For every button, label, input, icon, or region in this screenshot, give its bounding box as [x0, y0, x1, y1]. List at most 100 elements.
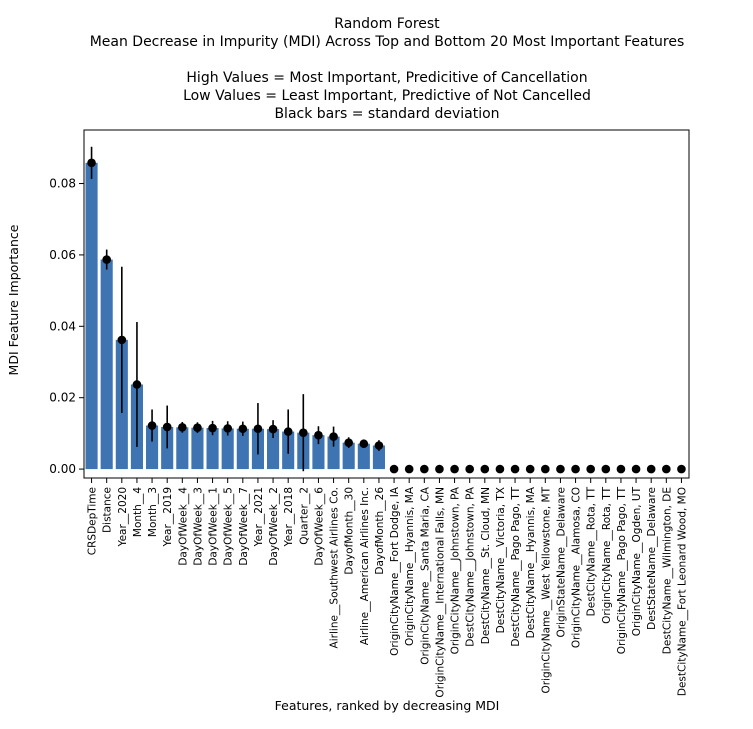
error-bar-marker: [571, 464, 580, 474]
error-bar-marker: [389, 464, 399, 474]
error-bar-marker: [238, 424, 248, 434]
title-line: Random Forest: [334, 16, 440, 32]
chart-title: Random Forest Mean Decrease in Impurity (…: [90, 16, 685, 122]
x-tick-label: Month__4: [132, 487, 144, 537]
error-bar-marker: [208, 423, 217, 433]
x-tick-label: OriginCityName__Johnstown, PA: [450, 486, 462, 654]
error-bar-marker: [283, 427, 293, 436]
error-bar-marker: [480, 464, 490, 474]
error-bar-marker: [631, 464, 641, 474]
x-tick-label: DestStateName__Delaware: [646, 487, 658, 630]
bars: [85, 162, 385, 470]
y-axis-label: MDI Feature Importance: [6, 224, 21, 375]
y-tick-label: 0.08: [49, 177, 76, 191]
x-tick-label: DestCityName__Victoria, TX: [495, 487, 507, 633]
error-bar-marker: [117, 335, 127, 345]
x-tick-label: Year__2021: [253, 487, 265, 547]
bar: [176, 427, 189, 470]
x-tick-label: DayOfWeek__2: [268, 487, 280, 566]
x-tick-label: DestCityName__St. Cloud, MN: [480, 487, 492, 644]
x-tick-label: OriginCityName__Pago Pago, TT: [616, 486, 628, 654]
x-tick-label: OriginCityName__Rota, TT: [601, 486, 613, 623]
bar: [267, 429, 280, 470]
error-bar-marker: [299, 428, 308, 437]
title-line: Low Values = Least Important, Predictive…: [183, 88, 591, 104]
error-bar-marker: [616, 464, 626, 474]
x-tick-label: DayOfWeek__4: [177, 487, 189, 566]
bar: [342, 442, 355, 470]
x-tick-label: DestCityName__Rota, TT: [586, 486, 598, 616]
error-bar-marker: [178, 423, 187, 432]
error-bar-marker: [662, 464, 671, 474]
bar: [191, 427, 204, 470]
x-axis: CRSDepTime Distance Year__2020 Month__4 Mont…: [87, 478, 688, 698]
x-tick-label: DayofMonth__30: [344, 487, 356, 575]
error-bar-marker: [87, 158, 96, 168]
error-bar-marker: [525, 464, 535, 474]
error-bar-marker: [162, 422, 172, 432]
error-bar-marker: [268, 424, 278, 434]
bar: [372, 445, 385, 470]
error-bar-marker: [435, 464, 444, 474]
x-tick-label: OriginCityName__International Falls, MN: [434, 487, 446, 698]
x-tick-label: DestCityName__Wilmington, DE: [661, 487, 673, 654]
x-axis-label: Features, ranked by decreasing MDI: [275, 698, 500, 713]
x-tick-label: OriginCityName__Hyannis, MA: [404, 486, 416, 646]
x-tick-label: DayOfWeek__6: [313, 487, 325, 566]
x-tick-label: DayOfWeek__3: [192, 487, 204, 566]
x-tick-label: Year__2019: [162, 487, 174, 547]
x-tick-label: OriginCityName__Fort Dodge, IA: [389, 486, 401, 656]
error-bar-marker: [314, 430, 323, 440]
error-bar-marker: [223, 424, 232, 433]
bar: [312, 435, 325, 470]
x-tick-label: CRSDepTime: [87, 487, 99, 555]
x-tick-label: OriginCityName__Santa Maria, CA: [419, 486, 431, 665]
x-tick-label: DestCityName__Fort Leonard Wood, MO: [676, 487, 688, 696]
x-tick-label: Quarter__2: [298, 487, 310, 545]
x-tick-label: DestCityName__Pago Pago, TT: [510, 486, 522, 646]
error-bar-marker: [677, 464, 686, 474]
error-bar-marker: [495, 464, 505, 474]
error-bar-marker: [102, 255, 111, 264]
error-bar-marker: [404, 464, 414, 474]
error-bar-marker: [601, 464, 611, 474]
x-tick-label: DestCityName__Hyannis, MA: [525, 486, 537, 638]
title-line: Mean Decrease in Impurity (MDI) Across T…: [90, 34, 685, 50]
x-tick-label: Airline__American Airlines Inc.: [359, 487, 371, 645]
x-tick-label: Airline__Southwest Airlines Co.: [329, 487, 341, 648]
bar: [100, 259, 113, 470]
title-line: High Values = Most Important, Predicitiv…: [186, 70, 587, 86]
error-bar-marker: [646, 464, 656, 474]
x-tick-label: Month__3: [147, 487, 159, 537]
y-axis: 0.00 0.02 0.04 0.06 0.08: [49, 177, 84, 476]
bar: [206, 428, 219, 470]
plot-frame: [83, 129, 690, 479]
error-bar-marker: [374, 441, 384, 450]
bar: [85, 162, 98, 470]
error-bar-marker: [359, 439, 369, 449]
error-bar-marker: [132, 380, 142, 389]
error-bar-marker: [450, 464, 459, 474]
x-tick-label: DayOfWeek__1: [208, 487, 220, 566]
x-tick-label: Distance: [102, 487, 114, 533]
error-bar-marker: [556, 464, 565, 474]
error-bar-marker: [510, 464, 520, 474]
error-bar-marker: [420, 464, 429, 474]
error-bar-marker: [344, 438, 353, 447]
plot-area-border: [83, 129, 690, 479]
error-bar-marker: [329, 432, 338, 441]
bar: [146, 425, 159, 470]
error-bar-marker: [465, 464, 474, 474]
x-tick-label: DayOfWeek__5: [223, 487, 235, 566]
x-tick-label: DayofMonth__26: [374, 487, 386, 575]
y-tick-label: 0.02: [49, 391, 76, 405]
x-tick-label: DestCityName__Johnstown, PA: [465, 486, 477, 647]
bar: [221, 428, 234, 470]
error-bar-marker: [541, 464, 550, 474]
bar: [236, 428, 249, 470]
error-bar-marker: [253, 424, 263, 434]
y-tick-label: 0.00: [49, 462, 76, 476]
x-tick-label: OriginStateName__Delaware: [555, 487, 567, 637]
error-bar-marker: [147, 421, 157, 430]
